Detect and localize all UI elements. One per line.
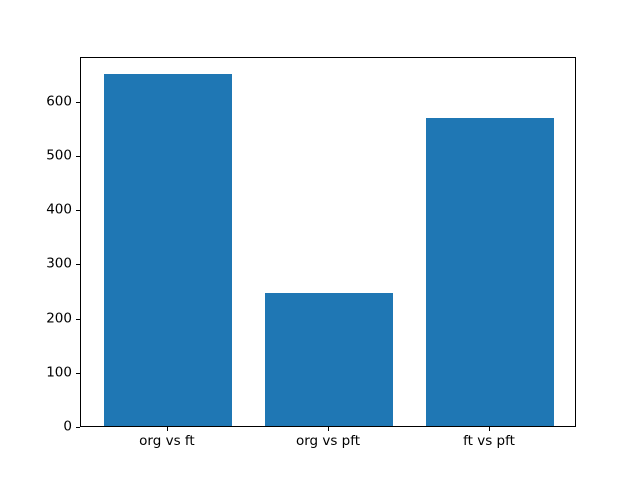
y-tick-mark (76, 101, 80, 103)
y-tick-mark (76, 372, 80, 374)
x-tick-label: ft vs pft (463, 433, 515, 449)
x-tick-mark (166, 427, 168, 431)
y-tick-label: 600 (46, 92, 72, 109)
y-tick-mark (76, 427, 80, 428)
y-tick-mark (76, 210, 80, 212)
x-tick-label: org vs pft (295, 433, 361, 449)
y-tick-label: 100 (46, 364, 72, 381)
y-tick-mark (76, 264, 80, 266)
x-tick-mark (489, 427, 491, 431)
y-tick-label: 300 (46, 255, 72, 272)
y-tick-label: 400 (46, 201, 72, 218)
bar-ft-vs-pft (425, 117, 555, 426)
y-tick-label: 200 (46, 309, 72, 326)
bar-org-vs-ft (103, 73, 233, 426)
y-tick-label: 0 (63, 418, 72, 435)
bar-org-vs-pft (264, 292, 394, 426)
plot-area (80, 57, 576, 427)
y-tick-mark (76, 155, 80, 157)
x-tick-mark (328, 427, 329, 431)
x-tick-label: org vs ft (139, 433, 195, 449)
y-tick-label: 500 (46, 147, 72, 164)
y-tick-mark (76, 318, 80, 320)
